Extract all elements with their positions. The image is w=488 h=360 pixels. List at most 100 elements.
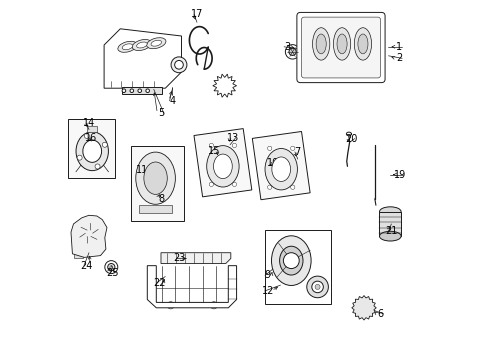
Circle shape — [77, 155, 82, 160]
Ellipse shape — [279, 246, 303, 275]
Text: 9: 9 — [264, 270, 270, 280]
Circle shape — [232, 143, 236, 148]
Polygon shape — [351, 296, 375, 320]
Text: 6: 6 — [377, 309, 383, 319]
Bar — [74, 253, 83, 258]
Polygon shape — [147, 266, 236, 308]
Text: 4: 4 — [169, 96, 175, 106]
Ellipse shape — [354, 28, 371, 60]
Circle shape — [82, 227, 95, 240]
Circle shape — [338, 40, 345, 48]
Ellipse shape — [213, 154, 232, 179]
Ellipse shape — [379, 231, 400, 241]
Text: 16: 16 — [85, 132, 98, 143]
Text: 19: 19 — [393, 170, 406, 180]
Ellipse shape — [206, 146, 239, 187]
Ellipse shape — [136, 42, 147, 48]
Ellipse shape — [312, 28, 329, 60]
Circle shape — [267, 146, 271, 150]
Text: 1: 1 — [395, 42, 402, 52]
Polygon shape — [71, 215, 107, 257]
Text: 14: 14 — [82, 118, 95, 128]
Circle shape — [360, 15, 365, 19]
Circle shape — [104, 261, 118, 274]
Ellipse shape — [82, 140, 102, 162]
Bar — [139, 205, 171, 213]
Ellipse shape — [76, 132, 108, 171]
Circle shape — [148, 171, 163, 185]
Text: 22: 22 — [153, 278, 166, 288]
Ellipse shape — [132, 40, 151, 50]
Text: 8: 8 — [158, 194, 163, 204]
Polygon shape — [212, 74, 236, 97]
Ellipse shape — [271, 236, 310, 285]
Text: 5: 5 — [158, 108, 164, 118]
Circle shape — [290, 146, 294, 150]
Circle shape — [339, 63, 344, 68]
Circle shape — [110, 266, 113, 269]
Circle shape — [77, 246, 86, 255]
Ellipse shape — [143, 162, 167, 194]
Ellipse shape — [136, 152, 175, 204]
Text: 13: 13 — [226, 132, 239, 143]
Ellipse shape — [316, 34, 325, 54]
Circle shape — [283, 253, 299, 269]
Text: 7: 7 — [294, 147, 300, 157]
Circle shape — [317, 40, 324, 48]
Text: 2: 2 — [395, 53, 402, 63]
Circle shape — [360, 63, 365, 68]
Circle shape — [77, 222, 101, 245]
Text: 12: 12 — [261, 286, 274, 296]
Ellipse shape — [151, 40, 161, 46]
Circle shape — [285, 45, 299, 59]
Circle shape — [138, 89, 141, 93]
Ellipse shape — [264, 149, 297, 190]
Bar — [87, 126, 97, 132]
Ellipse shape — [357, 34, 367, 54]
Ellipse shape — [336, 34, 346, 54]
Circle shape — [86, 230, 92, 236]
Circle shape — [95, 164, 100, 169]
Bar — [194, 129, 251, 197]
Circle shape — [209, 143, 213, 148]
Ellipse shape — [379, 207, 400, 217]
Bar — [122, 87, 162, 94]
Text: 25: 25 — [105, 268, 118, 278]
Circle shape — [318, 63, 323, 68]
Bar — [252, 131, 309, 200]
Circle shape — [290, 185, 294, 189]
Circle shape — [314, 284, 320, 289]
FancyBboxPatch shape — [301, 17, 380, 78]
Circle shape — [102, 142, 107, 147]
Text: 10: 10 — [266, 158, 279, 168]
Circle shape — [145, 89, 149, 93]
Circle shape — [209, 182, 213, 186]
Polygon shape — [161, 253, 230, 264]
Ellipse shape — [271, 157, 290, 181]
Circle shape — [174, 60, 183, 69]
Bar — [264, 230, 330, 304]
Ellipse shape — [118, 41, 137, 52]
Polygon shape — [104, 29, 181, 88]
Circle shape — [360, 304, 367, 311]
Ellipse shape — [122, 44, 132, 50]
Circle shape — [288, 48, 296, 55]
Circle shape — [130, 89, 133, 93]
Bar — [379, 212, 400, 236]
Circle shape — [318, 15, 323, 19]
Circle shape — [122, 89, 125, 93]
Text: 3: 3 — [284, 42, 289, 52]
Circle shape — [355, 300, 371, 316]
Circle shape — [339, 15, 344, 19]
Text: 23: 23 — [172, 253, 185, 264]
Circle shape — [217, 161, 228, 172]
Circle shape — [159, 191, 166, 198]
FancyBboxPatch shape — [296, 13, 384, 83]
Circle shape — [220, 81, 228, 90]
Text: 20: 20 — [345, 134, 357, 144]
Circle shape — [275, 163, 286, 175]
Circle shape — [167, 302, 174, 309]
Circle shape — [267, 185, 271, 189]
Circle shape — [232, 182, 236, 186]
Bar — [130, 146, 183, 221]
